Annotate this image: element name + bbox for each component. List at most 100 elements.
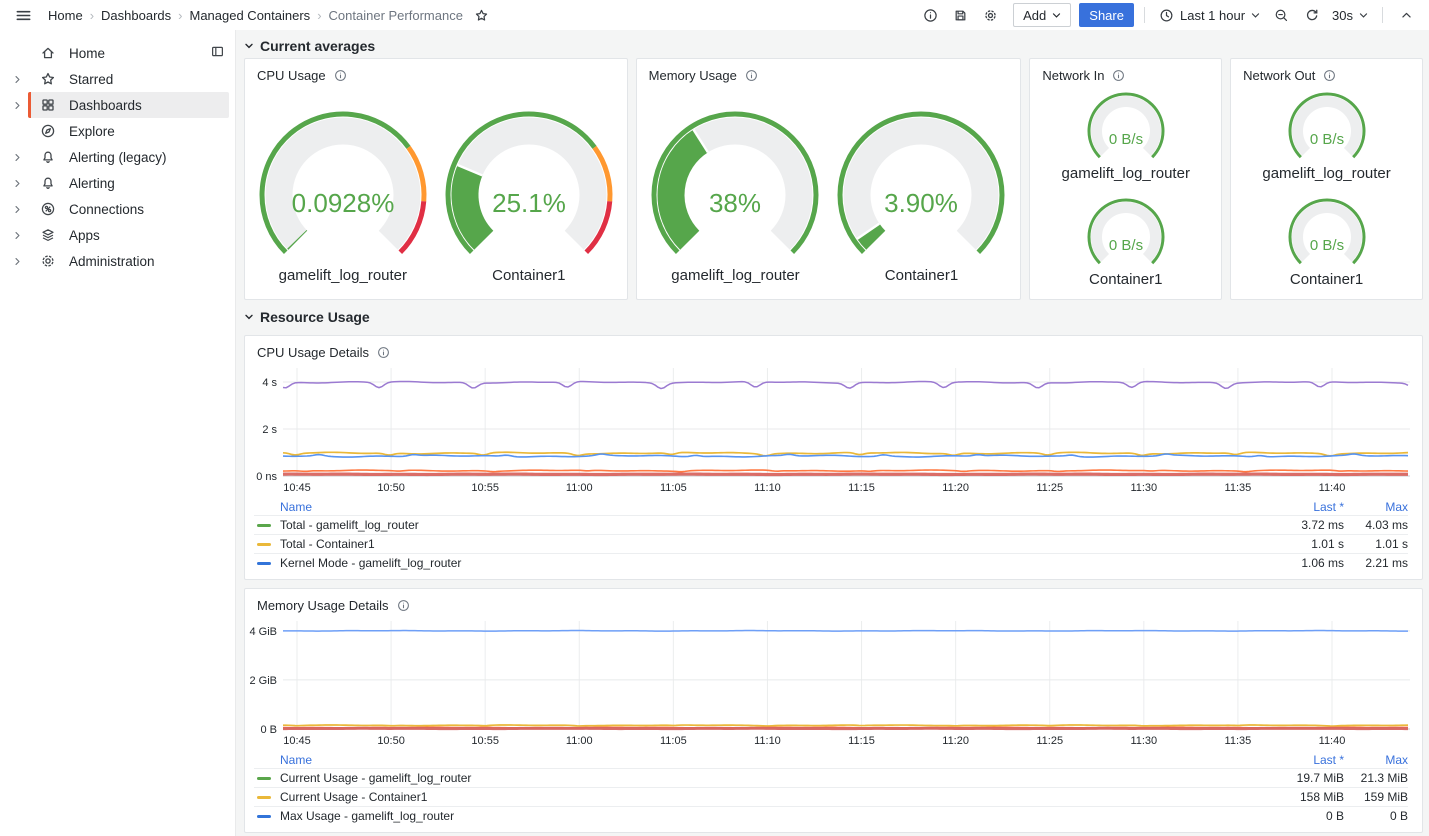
refresh-interval-dropdown[interactable]: 30s xyxy=(1328,3,1372,27)
svg-text:3.90%: 3.90% xyxy=(885,188,959,218)
series-max-value: 4.03 ms xyxy=(1365,518,1408,532)
svg-text:0 B/s: 0 B/s xyxy=(1309,237,1343,254)
section-resource-usage[interactable]: Resource Usage xyxy=(244,305,1423,329)
gauge-panels-row: CPU Usage 0.0928% gamelift_log_router 25… xyxy=(244,58,1423,300)
sidebar-item-connections[interactable]: Connections xyxy=(6,196,235,222)
legend-col-last[interactable]: Last * xyxy=(1313,752,1344,767)
series-name[interactable]: Current Usage - Container1 xyxy=(280,790,428,804)
svg-text:0 B: 0 B xyxy=(260,724,277,736)
menu-toggle-icon[interactable] xyxy=(10,3,36,27)
gauge-label: Container1 xyxy=(1289,271,1364,288)
sidebar-item-explore[interactable]: Explore xyxy=(6,118,235,144)
svg-text:11:20: 11:20 xyxy=(942,482,969,494)
panel-header[interactable]: CPU Usage xyxy=(245,59,627,85)
dock-sidebar-icon[interactable] xyxy=(210,44,225,64)
info-icon[interactable] xyxy=(1112,69,1125,82)
dashboard-canvas: Current averages CPU Usage 0.0928% gamel… xyxy=(236,30,1429,836)
breadcrumb-home[interactable]: Home xyxy=(48,7,83,23)
chevron-right-icon[interactable] xyxy=(6,229,28,242)
panel-header[interactable]: Memory Usage Details xyxy=(245,589,1422,615)
info-icon[interactable] xyxy=(334,69,347,82)
plug-icon xyxy=(40,201,56,217)
dashboard-settings-gear-icon[interactable] xyxy=(977,3,1003,27)
legend-col-max[interactable]: Max xyxy=(1385,752,1408,767)
series-name[interactable]: Total - Container1 xyxy=(280,537,375,551)
toolbar-divider xyxy=(1382,7,1383,23)
panel-memory-usage: Memory Usage 38% gamelift_log_router 3.9… xyxy=(635,58,1022,300)
svg-text:4 s: 4 s xyxy=(262,377,277,389)
series-name[interactable]: Kernel Mode - gamelift_log_router xyxy=(280,556,462,570)
legend-col-max[interactable]: Max xyxy=(1385,499,1408,514)
time-range-picker[interactable]: Last 1 hour xyxy=(1155,3,1264,27)
svg-text:11:10: 11:10 xyxy=(754,735,781,747)
legend-col-name[interactable]: Name xyxy=(280,752,313,767)
svg-text:11:30: 11:30 xyxy=(1130,735,1157,747)
sidebar-item-alerting[interactable]: Alerting xyxy=(6,170,235,196)
legend-col-last[interactable]: Last * xyxy=(1313,499,1344,514)
info-icon[interactable] xyxy=(1323,69,1336,82)
save-dashboard-icon[interactable] xyxy=(947,3,973,27)
sidebar-item-dashboards[interactable]: Dashboards xyxy=(6,92,235,118)
series-max-value: 2.21 ms xyxy=(1365,556,1408,570)
series-color-dash xyxy=(257,542,271,546)
svg-text:11:05: 11:05 xyxy=(660,735,687,747)
memory-timeseries-chart[interactable]: 10:45 10:50 10:55 11:00 11:05 11:10 11:15 11:20… xyxy=(249,615,1416,751)
breadcrumb-managed-containers[interactable]: Managed Containers xyxy=(189,7,311,23)
share-button[interactable]: Share xyxy=(1079,3,1134,27)
breadcrumb-dashboards[interactable]: Dashboards xyxy=(101,7,172,23)
chevron-right-icon[interactable] xyxy=(6,151,28,164)
home-icon xyxy=(40,45,56,61)
svg-text:0.0928%: 0.0928% xyxy=(292,188,395,218)
gauge-label: gamelift_log_router xyxy=(1262,165,1391,182)
gauge-viz: 0 B/s xyxy=(1074,195,1178,272)
info-icon[interactable] xyxy=(745,69,758,82)
gauge-netin-gamelift: 0 B/s gamelift_log_router xyxy=(1030,89,1221,182)
svg-text:11:05: 11:05 xyxy=(660,482,687,494)
legend-row: Kernel Mode - gamelift_log_router 1.06 m… xyxy=(254,553,1408,572)
favorite-star-icon[interactable] xyxy=(469,3,495,27)
clock-icon xyxy=(1160,9,1173,21)
gauge-label: gamelift_log_router xyxy=(1061,165,1190,182)
sidebar-item-alerting-legacy[interactable]: Alerting (legacy) xyxy=(6,144,235,170)
sidebar-nav: Home Starred Dashboards Explore Alerting… xyxy=(0,30,236,836)
add-dropdown-button[interactable]: Add xyxy=(1013,3,1072,27)
info-icon[interactable] xyxy=(397,599,410,612)
gauge-label: gamelift_log_router xyxy=(278,267,408,284)
panel-header[interactable]: Memory Usage xyxy=(637,59,1021,85)
star-icon xyxy=(40,71,56,87)
info-icon[interactable] xyxy=(377,346,390,359)
chevron-right-icon[interactable] xyxy=(6,203,28,216)
series-last-value: 3.72 ms xyxy=(1301,518,1344,532)
series-name[interactable]: Max Usage - gamelift_log_router xyxy=(280,809,455,823)
panel-header[interactable]: CPU Usage Details xyxy=(245,336,1422,362)
sidebar-item-apps[interactable]: Apps xyxy=(6,222,235,248)
panel-header[interactable]: Network In xyxy=(1030,59,1221,85)
gauge-viz: 3.90% xyxy=(833,111,1009,262)
dashboard-info-icon[interactable] xyxy=(917,3,943,27)
breadcrumb-current-page: Container Performance xyxy=(328,7,463,23)
section-current-averages[interactable]: Current averages xyxy=(244,34,1423,58)
chevron-right-icon[interactable] xyxy=(6,177,28,190)
series-max-value: 159 MiB xyxy=(1363,790,1408,804)
legend-col-name[interactable]: Name xyxy=(280,499,313,514)
svg-text:11:30: 11:30 xyxy=(1130,482,1157,494)
svg-text:0 B/s: 0 B/s xyxy=(1309,131,1343,148)
svg-text:11:35: 11:35 xyxy=(1225,482,1252,494)
memory-chart-legend: Name Last * Max Current Usage - gamelift… xyxy=(245,751,1422,825)
chevron-right-icon[interactable] xyxy=(6,255,28,268)
series-name[interactable]: Current Usage - gamelift_log_router xyxy=(280,771,472,785)
sidebar-item-starred[interactable]: Starred xyxy=(6,66,235,92)
sidebar-item-administration[interactable]: Administration xyxy=(6,248,235,274)
collapse-toolbar-chevron-up-icon[interactable] xyxy=(1393,3,1419,27)
refresh-icon[interactable] xyxy=(1298,3,1324,27)
panel-header[interactable]: Network Out xyxy=(1231,59,1422,85)
cpu-timeseries-chart[interactable]: 10:45 10:50 10:55 11:00 11:05 11:10 11:15 11:20… xyxy=(249,362,1416,498)
chevron-right-icon[interactable] xyxy=(6,73,28,86)
chevron-right-icon[interactable] xyxy=(6,99,28,112)
sidebar-item-home[interactable]: Home xyxy=(6,40,235,66)
svg-text:11:15: 11:15 xyxy=(848,735,875,747)
svg-text:0 ns: 0 ns xyxy=(256,471,277,483)
breadcrumb: Home › Dashboards › Managed Containers ›… xyxy=(48,8,463,23)
series-name[interactable]: Total - gamelift_log_router xyxy=(280,518,419,532)
zoom-out-time-icon[interactable] xyxy=(1268,3,1294,27)
